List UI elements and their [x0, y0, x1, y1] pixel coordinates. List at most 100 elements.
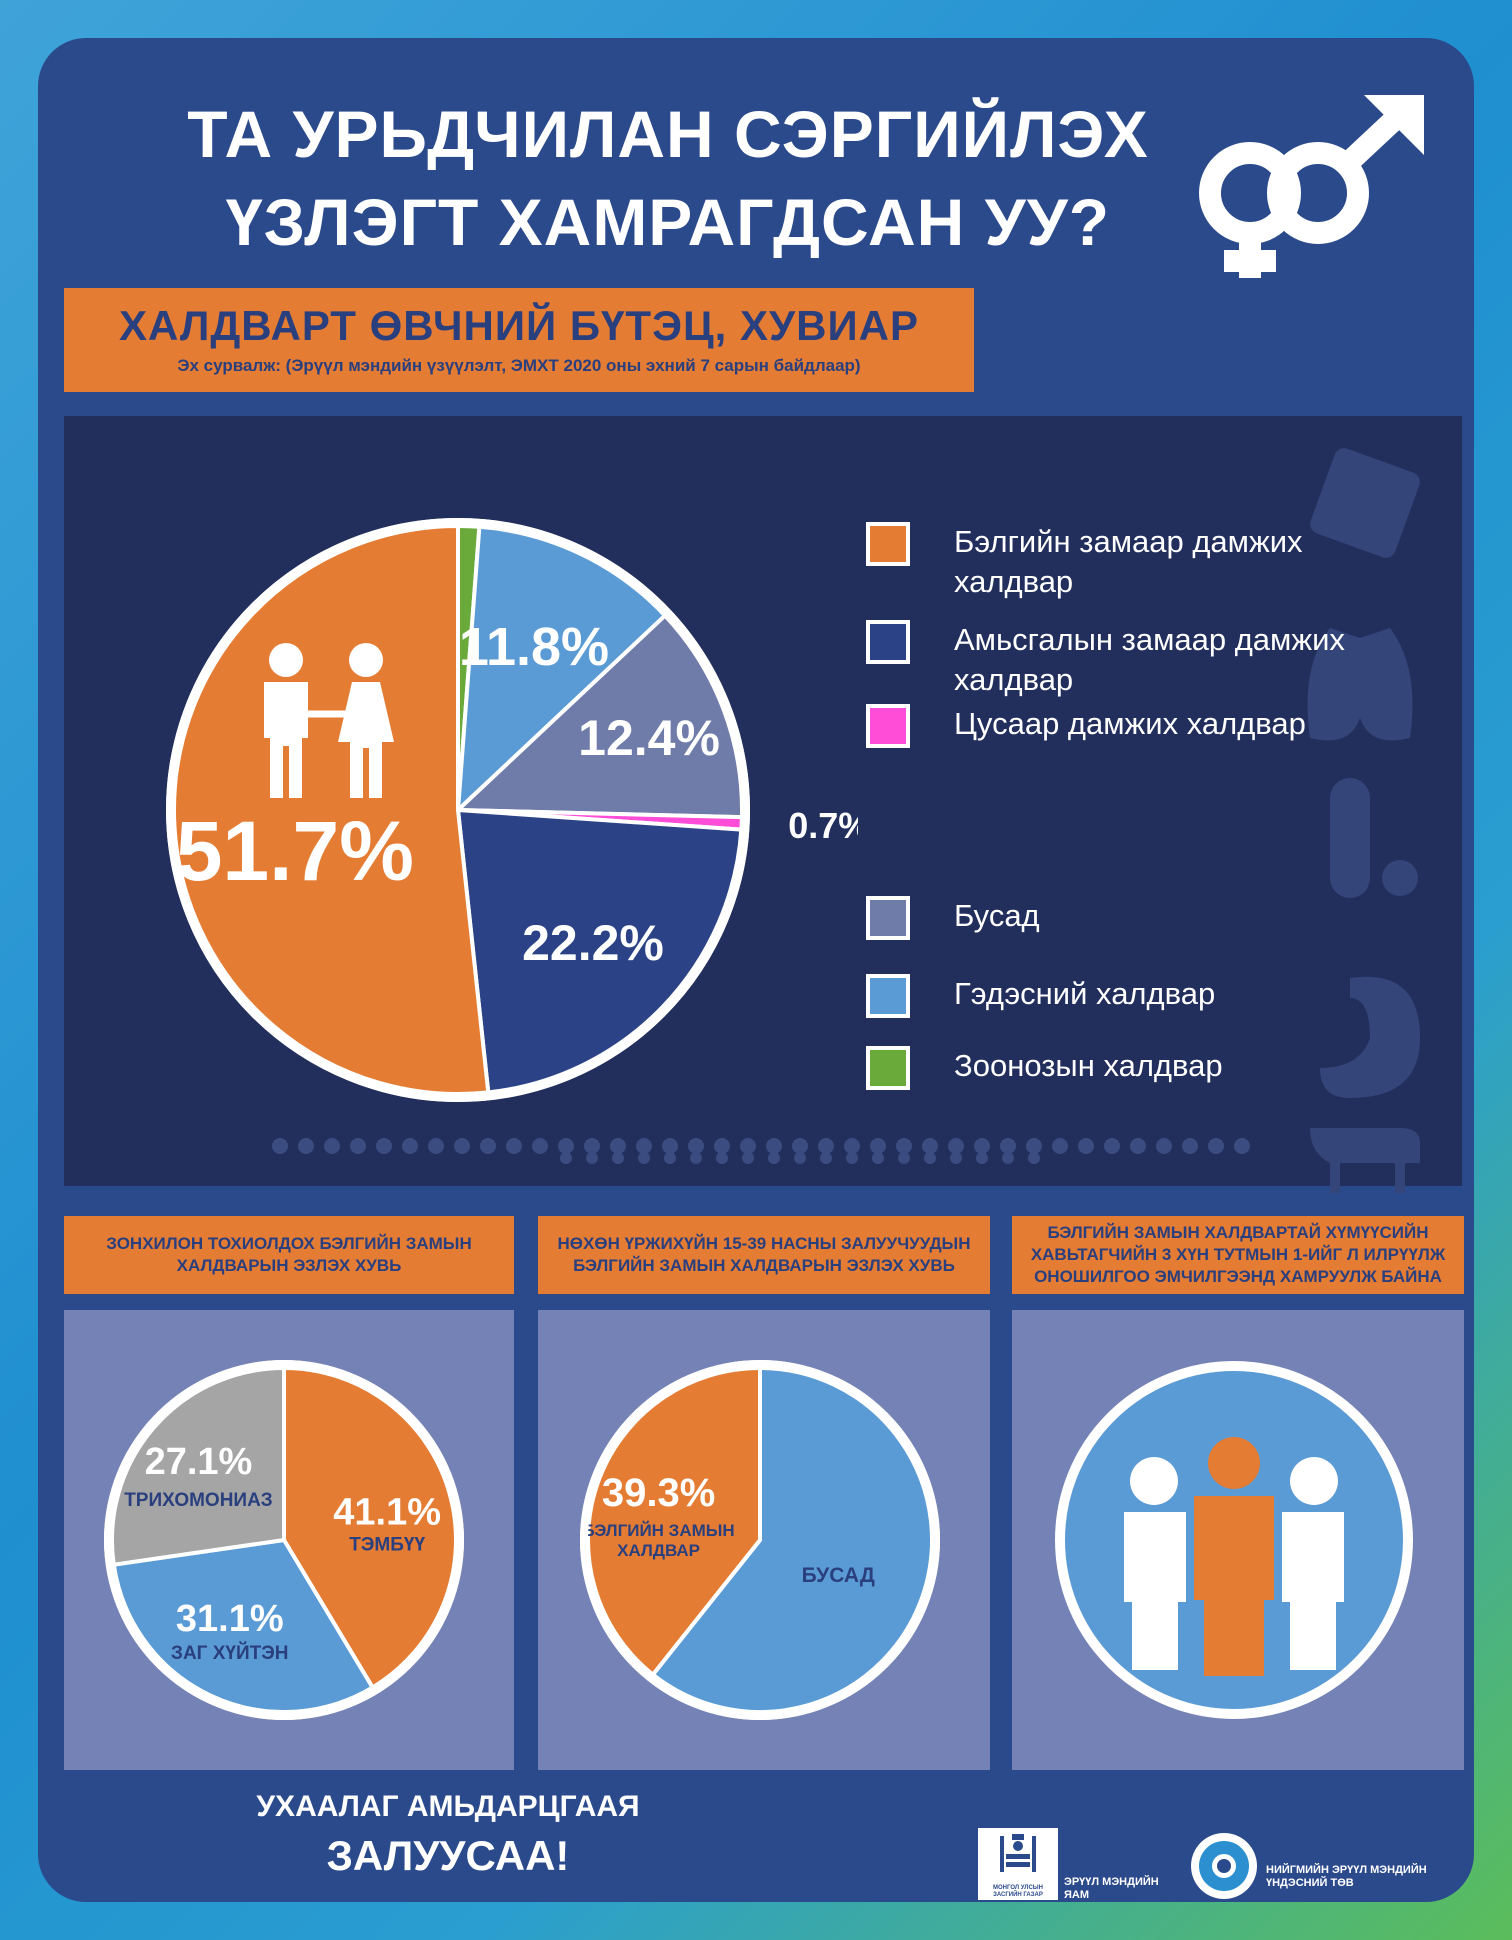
divider-dot: [792, 1138, 808, 1154]
soyombo-icon: [1000, 1834, 1036, 1872]
divider-dot: [844, 1138, 860, 1154]
divider-dot: [1208, 1138, 1224, 1154]
gender-symbols-icon: [1199, 95, 1424, 278]
divider-dot: [846, 1152, 858, 1164]
divider-dot: [740, 1138, 756, 1154]
box-header-3: БЭЛГИЙН ЗАМЫН ХАЛДВАРТАЙ ХҮМҮҮСИЙН ХАВЬТ…: [1012, 1216, 1464, 1294]
title-line-1: ТА УРЬДЧИЛАН СЭРГИЙЛЭХ: [187, 97, 1149, 171]
divider-dot: [638, 1152, 650, 1164]
divider-dot: [820, 1152, 832, 1164]
pie-slice: [650, 1365, 934, 1714]
couple-icon: [264, 643, 394, 798]
divider-dot: [350, 1138, 366, 1154]
person-left-icon: [1124, 1457, 1186, 1670]
divider-dot: [766, 1138, 782, 1154]
pie-chart-sti-types: 41.1%ТЭМБҮҮ 31.1%ЗАГ ХҮЙТЭН 27.1% ТРИХОМОНИ…: [104, 1360, 464, 1720]
lungs-icon: [1307, 628, 1413, 741]
pie-category-label: ТРИХОМОНИАЗ: [124, 1490, 273, 1511]
divider-dot: [896, 1138, 912, 1154]
person-center-icon: [1194, 1437, 1274, 1676]
divider-dot: [272, 1138, 288, 1154]
divider-dot: [402, 1138, 418, 1154]
ncph-name: НИЙГМИЙН ЭРҮҮЛ МЭНДИЙН ҮНДЭСНИЙ ТӨВ: [1266, 1864, 1427, 1889]
pie-value-label: 51.7%: [176, 804, 414, 898]
divider-dot: [948, 1138, 964, 1154]
divider-dot: [560, 1152, 572, 1164]
divider-dot: [690, 1152, 702, 1164]
divider-dot: [610, 1138, 626, 1154]
dotted-divider: [272, 1138, 1250, 1164]
pie-value-label: 22.2%: [522, 915, 664, 971]
legend-swatch: [866, 522, 910, 566]
pie-value-label: 0.7%: [788, 805, 858, 846]
poster-frame: ТА УРЬДЧИЛАН СЭРГИЙЛЭХ ҮЗЛЭГТ ХАМРАГДСАН…: [38, 38, 1474, 1902]
divider-dot: [612, 1152, 624, 1164]
divider-dot: [714, 1138, 730, 1154]
pie-category-label: БЭЛГИЙН ЗАМЫН: [582, 1521, 734, 1540]
divider-dot: [298, 1138, 314, 1154]
divider-dot: [716, 1152, 728, 1164]
divider-dot: [1156, 1138, 1172, 1154]
test-tube-icon: [1330, 778, 1370, 898]
legend-label: Амьсгалын замаар дамжих халдвар: [954, 622, 1345, 697]
government-logo-caption: МОНГОЛ УЛСЫН ЗАСГИЙН ГАЗАР: [993, 1885, 1043, 1898]
pie-slice: [586, 1365, 762, 1678]
divider-dot: [532, 1138, 548, 1154]
divider-dot: [794, 1152, 806, 1164]
divider-dot: [558, 1138, 574, 1154]
pie-category-label: ЗАГ ХҮЙТЭН: [171, 1642, 288, 1664]
divider-dot: [974, 1138, 990, 1154]
box-header-2: НӨХӨН ҮРЖИХҮЙН 15-39 НАСНЫ ЗАЛУУЧУУДЫН Б…: [538, 1216, 990, 1294]
divider-dot: [1026, 1138, 1042, 1154]
divider-dot: [924, 1152, 936, 1164]
legend-swatch: [866, 974, 910, 1018]
legend-swatch: [866, 896, 910, 940]
legend-swatch: [866, 1046, 910, 1090]
legend-swatch: [866, 620, 910, 664]
pie-value-label: 39.3%: [602, 1471, 715, 1515]
divider-dot: [870, 1138, 886, 1154]
decorative-icons: [1307, 448, 1420, 1193]
divider-dot: [950, 1152, 962, 1164]
pie-category-label: ТЭМБҮҮ: [349, 1535, 425, 1556]
divider-dot: [324, 1138, 340, 1154]
divider-dot: [1028, 1152, 1040, 1164]
divider-dot: [1052, 1138, 1068, 1154]
divider-dot: [768, 1152, 780, 1164]
divider-dot: [636, 1138, 652, 1154]
divider-dot: [898, 1152, 910, 1164]
pie-slice: [282, 1365, 458, 1691]
pie-value-label: 41.1%: [333, 1492, 441, 1534]
section-title: ХАЛДВАРТ ӨВЧНИЙ БҮТЭЦ, ХУВИАР: [119, 302, 919, 349]
divider-dot: [922, 1138, 938, 1154]
pie-value-label: 31.1%: [176, 1598, 284, 1640]
divider-dot: [818, 1138, 834, 1154]
stomach-icon: [1320, 976, 1420, 1098]
pie-slice: [110, 1365, 286, 1567]
divider-dot: [584, 1138, 600, 1154]
main-pie-chart: 1.2%11.8%12.4%0.7%22.2%51.7%: [166, 518, 858, 1102]
section-source: Эх сурвалж: (Эрүүл мэндийн үзүүлэлт, ЭМХ…: [177, 356, 861, 375]
divider-dot: [1000, 1138, 1016, 1154]
divider-dot: [1234, 1138, 1250, 1154]
page-title: ТА УРЬДЧИЛАН СЭРГИЙЛЭХ ҮЗЛЭГТ ХАМРАГДСАН…: [138, 90, 1198, 266]
three-people-icon: [1055, 1361, 1413, 1719]
divider-dot: [976, 1152, 988, 1164]
pie-slice: [455, 524, 668, 815]
government-logo: МОНГОЛ УЛСЫН ЗАСГИЙН ГАЗАР: [978, 1828, 1058, 1900]
pie-category-label: БУСАД: [802, 1564, 875, 1587]
box-header-1: ЗОНХИЛОН ТОХИОЛДОХ БЭЛГИЙН ЗАМЫН ХАЛДВАР…: [64, 1216, 514, 1294]
divider-dot: [662, 1138, 678, 1154]
person-right-icon: [1282, 1457, 1344, 1670]
pie-value-label: 12.4%: [578, 710, 720, 766]
ministry-name: ЭРҮҮЛ МЭНДИЙН ЯАМ: [1064, 1876, 1159, 1901]
divider-dot: [742, 1152, 754, 1164]
divider-dot: [506, 1138, 522, 1154]
divider-dot: [1182, 1138, 1198, 1154]
legend-label: Бусад: [954, 898, 1040, 933]
divider-dot: [1104, 1138, 1120, 1154]
divider-dot: [872, 1152, 884, 1164]
ncph-logo-icon: [1191, 1833, 1257, 1899]
pie-value-label: 27.1%: [145, 1441, 253, 1483]
